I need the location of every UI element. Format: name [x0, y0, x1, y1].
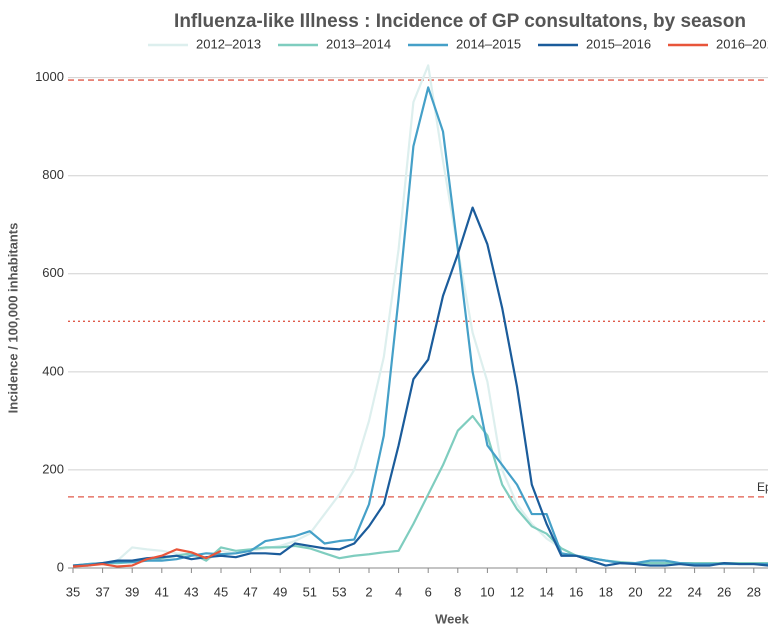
x-tick-label: 10	[480, 584, 494, 599]
y-tick-label: 200	[42, 461, 64, 476]
x-tick-label: 43	[184, 584, 198, 599]
x-tick-label: 22	[658, 584, 672, 599]
legend-label: 2015–2016	[586, 36, 651, 51]
legend-label: 2013–2014	[326, 36, 391, 51]
x-tick-label: 4	[395, 584, 402, 599]
x-tick-label: 53	[332, 584, 346, 599]
x-tick-label: 51	[303, 584, 317, 599]
series-line	[72, 86, 768, 567]
x-tick-label: 39	[125, 584, 139, 599]
series-line	[72, 64, 768, 567]
series-line	[72, 414, 768, 567]
chart-title: Influenza-like Illness : Incidence of GP…	[174, 11, 746, 32]
y-tick-label: 0	[57, 559, 64, 574]
y-tick-label: 400	[42, 363, 64, 378]
x-tick-label: 12	[510, 584, 524, 599]
legend-label: 2014–2015	[456, 36, 521, 51]
x-tick-label: 8	[454, 584, 461, 599]
x-tick-label: 24	[687, 584, 701, 599]
y-tick-label: 800	[42, 167, 64, 182]
x-tick-label: 35	[66, 584, 80, 599]
x-tick-label: 28	[747, 584, 761, 599]
x-tick-label: 6	[425, 584, 432, 599]
x-tick-label: 18	[599, 584, 613, 599]
x-tick-label: 26	[717, 584, 731, 599]
series-line	[72, 548, 222, 568]
x-tick-label: 45	[214, 584, 228, 599]
y-tick-label: 1000	[35, 69, 64, 84]
x-tick-label: 20	[628, 584, 642, 599]
reference-label: Ep	[757, 480, 768, 494]
legend-label: 2016–2017	[716, 36, 768, 51]
y-axis-label: Incidence / 100,000 inhabitants	[5, 223, 20, 414]
series-line	[73, 206, 768, 567]
x-tick-label: 49	[273, 584, 287, 599]
y-tick-label: 600	[42, 265, 64, 280]
x-tick-label: 2	[365, 584, 372, 599]
x-tick-label: 37	[95, 584, 109, 599]
x-tick-label: 16	[569, 584, 583, 599]
x-tick-label: 14	[539, 584, 553, 599]
x-tick-label: 41	[155, 584, 169, 599]
x-axis-label: Week	[435, 611, 469, 626]
legend-label: 2012–2013	[196, 36, 261, 51]
x-tick-label: 47	[243, 584, 257, 599]
